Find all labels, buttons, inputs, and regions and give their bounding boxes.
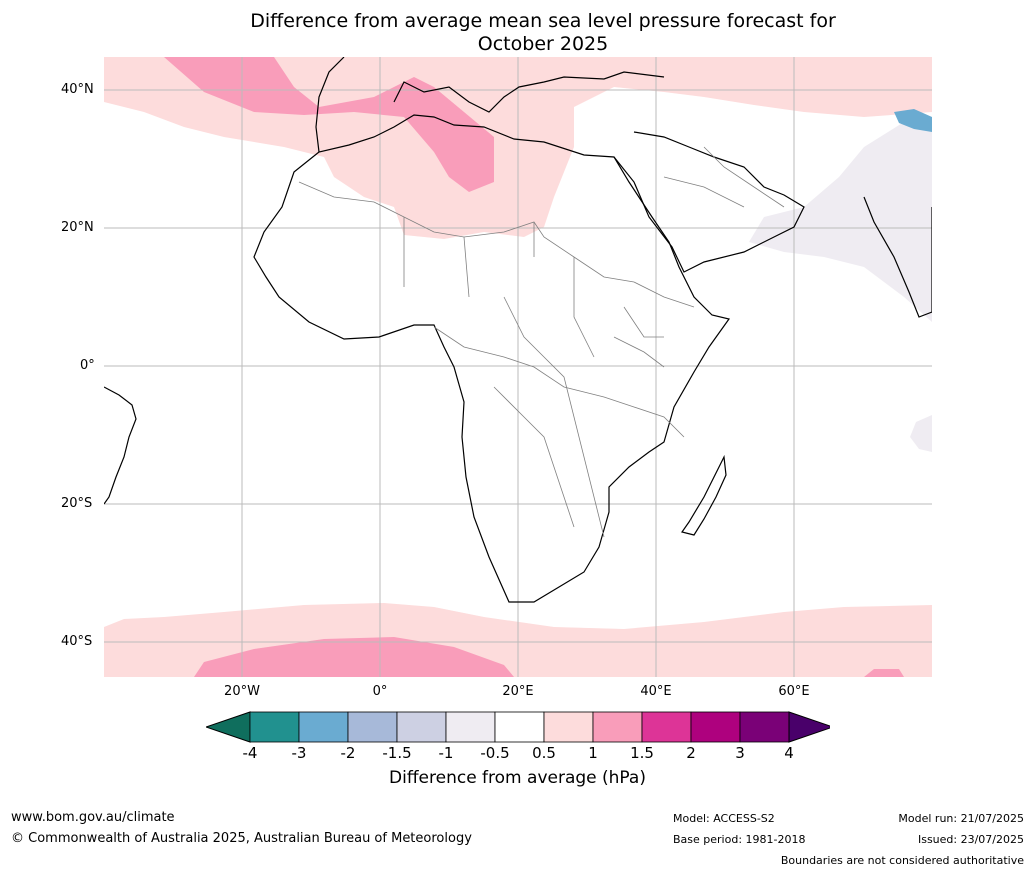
map-title: Difference from average mean sea level p…	[0, 10, 1035, 56]
lon-label-20e: 20°E	[502, 684, 534, 699]
footer-model-run: Model run: 21/07/2025	[898, 812, 1024, 825]
pressure-anomaly-map	[104, 57, 932, 677]
colorbar-segment	[592, 711, 643, 743]
colorbar	[204, 710, 835, 748]
arabia-coastline	[613, 131, 805, 273]
lon-label-20w: 20°W	[224, 684, 260, 699]
anomaly-south-medium	[194, 637, 514, 677]
india-coastline	[863, 196, 932, 318]
lat-label-40s: 40°S	[61, 634, 93, 649]
south-america-coastline	[104, 386, 137, 505]
colorbar-extend-low	[204, 711, 251, 743]
lon-label-60e: 60°E	[778, 684, 810, 699]
anomaly-north-medium	[164, 57, 494, 192]
africa-coastline	[253, 114, 731, 603]
colorbar-tick-label: 1.5	[630, 744, 654, 762]
colorbar-segment	[396, 711, 447, 743]
europe-coastline	[315, 57, 665, 153]
colorbar-segment	[739, 711, 790, 743]
colorbar-svg	[204, 711, 835, 743]
country-borders	[298, 146, 785, 538]
anomaly-south-medium-east	[864, 669, 904, 677]
colorbar-segment	[445, 711, 496, 743]
footer-copyright: © Commonwealth of Australia 2025, Austra…	[11, 831, 472, 846]
footer-issued: Issued: 23/07/2025	[917, 833, 1024, 846]
title-line-1: Difference from average mean sea level p…	[250, 10, 836, 32]
map-canvas	[104, 57, 932, 677]
colorbar-segment	[347, 711, 398, 743]
colorbar-segment	[543, 711, 594, 743]
footer-website: www.bom.gov.au/climate	[11, 810, 175, 825]
graticule	[104, 57, 932, 677]
colorbar-segment	[690, 711, 741, 743]
colorbar-segment	[298, 711, 349, 743]
anomaly-grey-east	[910, 415, 932, 452]
colorbar-segment	[641, 711, 692, 743]
anomaly-arabian-grey	[749, 117, 932, 322]
lon-label-0: 0°	[372, 684, 388, 699]
colorbar-segment	[494, 711, 545, 743]
anomaly-tibet-blue	[894, 109, 932, 132]
colorbar-label: Difference from average (hPa)	[389, 768, 646, 788]
colorbar-tick-label: -3	[291, 744, 307, 762]
colorbar-tick-label: 0.5	[532, 744, 556, 762]
coastlines	[104, 57, 932, 603]
footer-model: Model: ACCESS-S2	[673, 812, 775, 825]
footer-base-period: Base period: 1981-2018	[673, 833, 806, 846]
colorbar-tick-label: 4	[784, 744, 794, 762]
madagascar-coastline	[681, 454, 727, 536]
lat-label-20n: 20°N	[61, 220, 94, 235]
colorbar-tick-label: -1.5	[382, 744, 412, 762]
colorbar-tick-label: 1	[588, 744, 598, 762]
lat-label-equator: 0°	[80, 358, 95, 373]
lon-label-40e: 40°E	[640, 684, 672, 699]
colorbar-tick-label: -0.5	[480, 744, 510, 762]
colorbar-tick-label: -2	[340, 744, 356, 762]
lat-label-20s: 20°S	[61, 496, 93, 511]
lat-label-40n: 40°N	[61, 82, 94, 97]
colorbar-tick-label: -4	[242, 744, 258, 762]
colorbar-extend-high	[788, 711, 835, 743]
colorbar-tick-label: 2	[686, 744, 696, 762]
colorbar-segment	[249, 711, 300, 743]
title-line-2: October 2025	[477, 33, 609, 55]
colorbar-tick-label: 3	[735, 744, 745, 762]
footer-disclaimer: Boundaries are not considered authoritat…	[780, 854, 1024, 867]
colorbar-tick-label: -1	[438, 744, 454, 762]
